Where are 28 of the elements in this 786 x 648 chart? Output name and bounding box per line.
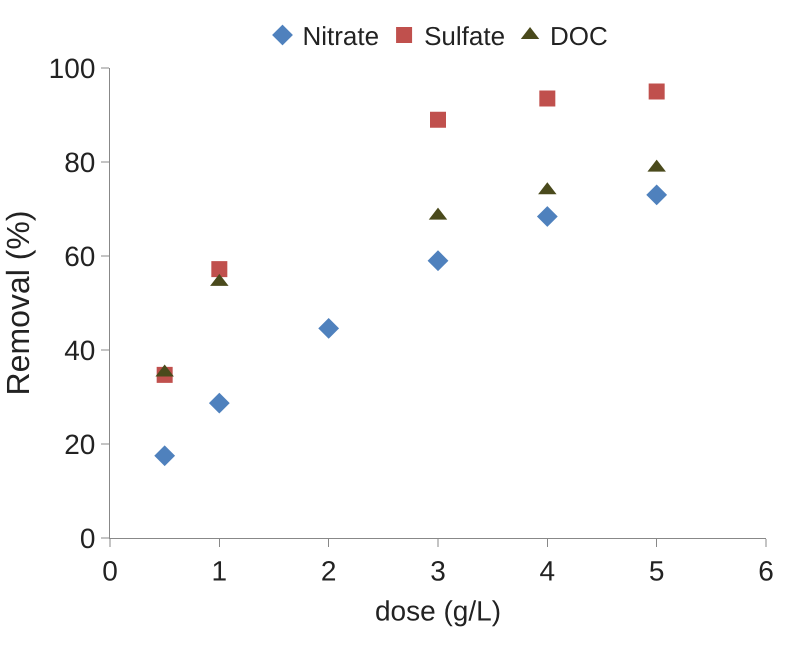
y-tick-label: 80 — [64, 146, 96, 178]
point — [430, 112, 446, 128]
x-tick-label: 6 — [758, 556, 774, 587]
point — [648, 84, 665, 100]
point — [536, 206, 558, 227]
x-tick-label: 3 — [430, 556, 446, 587]
x-tick-label: 5 — [648, 556, 664, 587]
x-axis-title: dose (g/L) — [374, 596, 502, 627]
x-tick-label: 4 — [540, 556, 556, 587]
point — [428, 250, 448, 272]
x-tick-label: 2 — [320, 556, 336, 587]
point — [154, 445, 176, 466]
y-tick-label: 0 — [80, 522, 96, 554]
y-tick-label: 40 — [64, 334, 96, 366]
point — [208, 392, 230, 414]
y-tick-label: 100 — [48, 52, 96, 84]
legend-label: Sulfate — [424, 21, 506, 52]
point — [646, 184, 668, 206]
x-tick-label: 1 — [212, 556, 228, 587]
x-tick-label: 0 — [102, 556, 118, 587]
point — [211, 261, 228, 278]
y-tick-label: 60 — [64, 240, 96, 272]
point — [318, 318, 340, 339]
legend-label: Nitrate — [302, 21, 380, 52]
legend-label: DOC — [550, 21, 608, 52]
point — [539, 90, 556, 107]
y-tick-label: 20 — [64, 428, 96, 460]
y-axis-title: Removal (%) — [0, 210, 36, 396]
